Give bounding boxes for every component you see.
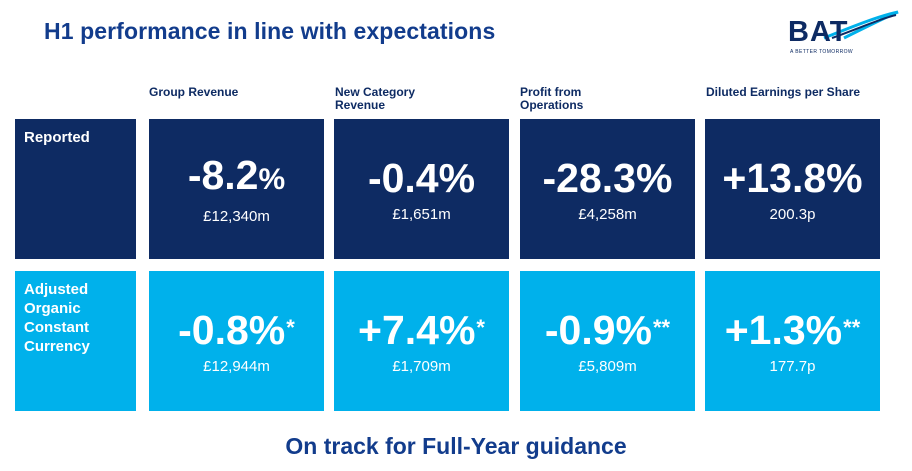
tile-reported-diluted-eps: +13.8% 200.3p bbox=[705, 119, 880, 259]
tile-subvalue: £1,709m bbox=[392, 357, 451, 375]
column-header-group-revenue: Group Revenue bbox=[149, 85, 239, 99]
column-header-diluted-eps: Diluted Earnings per Share bbox=[706, 85, 861, 99]
footnote-mark: * bbox=[286, 314, 295, 340]
tile-reported-group-revenue: -8.2% £12,340m bbox=[149, 119, 324, 259]
footnote-mark: * bbox=[476, 314, 485, 340]
tile-adjusted-diluted-eps: +1.3%** 177.7p bbox=[705, 271, 880, 411]
tile-subvalue: £12,944m bbox=[203, 357, 270, 375]
tile-subvalue: £1,651m bbox=[392, 205, 451, 223]
tile-value: -8.2% bbox=[187, 152, 286, 198]
tile-adjusted-new-category-revenue: +7.4%* £1,709m bbox=[334, 271, 509, 411]
swoosh-icon bbox=[823, 10, 899, 40]
tile-subvalue: 200.3p bbox=[769, 205, 816, 223]
tile-subvalue: £5,809m bbox=[578, 357, 637, 375]
row-label-adjusted: Adjusted Organic Constant Currency bbox=[15, 271, 136, 411]
logo-tagline: A BETTER TOMORROW bbox=[790, 49, 854, 55]
footnote-mark: ** bbox=[843, 314, 861, 340]
tile-adjusted-group-revenue: -0.8%* £12,944m bbox=[149, 271, 324, 411]
tile-reported-new-category-revenue: -0.4% £1,651m bbox=[334, 119, 509, 259]
tile-value: -28.3% bbox=[542, 154, 673, 201]
tile-value: +13.8% bbox=[722, 154, 863, 201]
tile-value: -0.4% bbox=[367, 154, 476, 201]
tile-adjusted-profit-from-operations: -0.9%** £5,809m bbox=[520, 271, 695, 411]
tile-value: +1.3%** bbox=[724, 306, 861, 353]
tile-subvalue: £4,258m bbox=[578, 205, 637, 223]
column-header-new-category-revenue: New Category Revenue bbox=[335, 85, 416, 112]
tile-reported-profit-from-operations: -28.3% £4,258m bbox=[520, 119, 695, 259]
row-label-reported: Reported bbox=[15, 119, 136, 259]
tile-value: -0.8%* bbox=[178, 306, 295, 353]
footnote-mark: ** bbox=[652, 314, 671, 340]
tile-value: +7.4%* bbox=[358, 306, 485, 353]
tile-subvalue: £12,340m bbox=[203, 208, 270, 225]
footer-headline: On track for Full-Year guidance bbox=[285, 433, 627, 459]
column-header-profit-from-operations: Profit from Operations bbox=[520, 85, 584, 112]
page-title: H1 performance in line with expectations bbox=[44, 18, 496, 44]
tile-value: -0.9%** bbox=[544, 306, 671, 353]
bat-logo: BAT A BETTER TOMORROW bbox=[784, 8, 900, 60]
logo-wordmark: BAT bbox=[788, 16, 849, 48]
tile-subvalue: 177.7p bbox=[769, 357, 816, 375]
